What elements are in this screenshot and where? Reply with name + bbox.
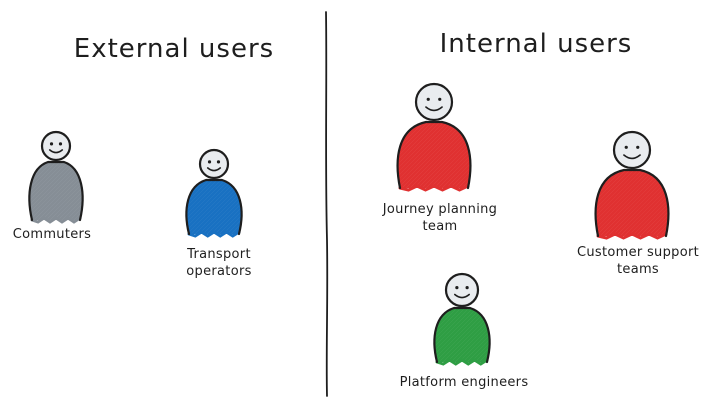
head [612, 130, 652, 170]
eye-left [624, 145, 628, 149]
eye-right [636, 145, 640, 149]
eye-left [455, 286, 459, 290]
person-label: Commuters [13, 227, 92, 242]
body-outline [28, 160, 84, 222]
label-line: team [423, 219, 458, 234]
smile [454, 293, 470, 299]
head [198, 148, 230, 180]
person-label: Platform engineers [400, 375, 529, 390]
label-line: Transport [186, 247, 251, 262]
head [414, 82, 454, 122]
person-label: Transport operators [186, 247, 252, 279]
body-fill [397, 122, 471, 188]
eye-right [216, 160, 221, 164]
label-line: Platform engineers [400, 375, 529, 390]
label-line: Commuters [13, 227, 92, 242]
person-platform-engineers: Platform engineers [400, 272, 529, 390]
heading-external-users: External users [74, 34, 274, 64]
eye-left [426, 97, 430, 101]
person-customer-support-teams: Customer support teams [577, 130, 699, 277]
eye-right [58, 142, 63, 146]
head [40, 130, 72, 162]
people-layer: Commuters Transport operators Journey plann… [13, 82, 699, 390]
person-transport-operators: Transport operators [185, 148, 252, 279]
eye-left [207, 160, 212, 164]
body-fill [29, 162, 83, 220]
smile [425, 106, 443, 112]
person-label: Journey planning team [382, 202, 497, 234]
heading-internal-users: Internal users [440, 29, 633, 59]
smile [206, 167, 222, 172]
smile [48, 149, 64, 154]
person-commuters: Commuters [13, 130, 92, 242]
head [444, 272, 480, 308]
label-line: teams [617, 262, 659, 277]
person-label: Customer support teams [577, 245, 699, 277]
body-fill [186, 180, 242, 234]
person-journey-planning-team: Journey planning team [382, 82, 497, 234]
label-line: operators [186, 264, 251, 279]
divider-line [325, 11, 329, 397]
eye-right [465, 286, 469, 290]
eye-right [438, 97, 442, 101]
body-outline [594, 168, 670, 238]
eye-left [49, 142, 54, 146]
label-line: Customer support [577, 245, 699, 260]
body-fill [434, 308, 490, 362]
body-outline [185, 178, 243, 236]
body-outline [396, 120, 472, 190]
label-line: Journey planning [382, 202, 497, 217]
body-outline [433, 306, 491, 364]
smile [623, 154, 641, 160]
